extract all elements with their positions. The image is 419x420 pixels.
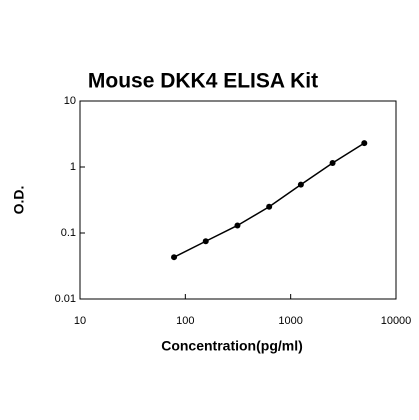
chart-title: Mouse DKK4 ELISA Kit [88,70,318,93]
point [297,181,304,188]
point [329,159,336,166]
x-tick-label: 10 [74,315,86,327]
x-axis-label: Concentration(pg/ml) [161,338,303,354]
point [361,140,368,147]
y-tick-label: 0.1 [61,227,76,239]
point [234,222,241,229]
point [202,238,209,245]
y-axis-label: O.D. [11,186,27,215]
curve [173,142,365,258]
x-tick-label: 100 [176,315,194,327]
point [171,254,178,261]
y-tick-label: 0.01 [55,293,76,305]
x-tick-label: 10000 [381,315,412,327]
y-tick-label: 1 [70,161,76,173]
x-tick-label: 1000 [278,315,302,327]
point [266,203,273,210]
y-tick-label: 10 [64,95,76,107]
plot-frame [79,100,397,300]
